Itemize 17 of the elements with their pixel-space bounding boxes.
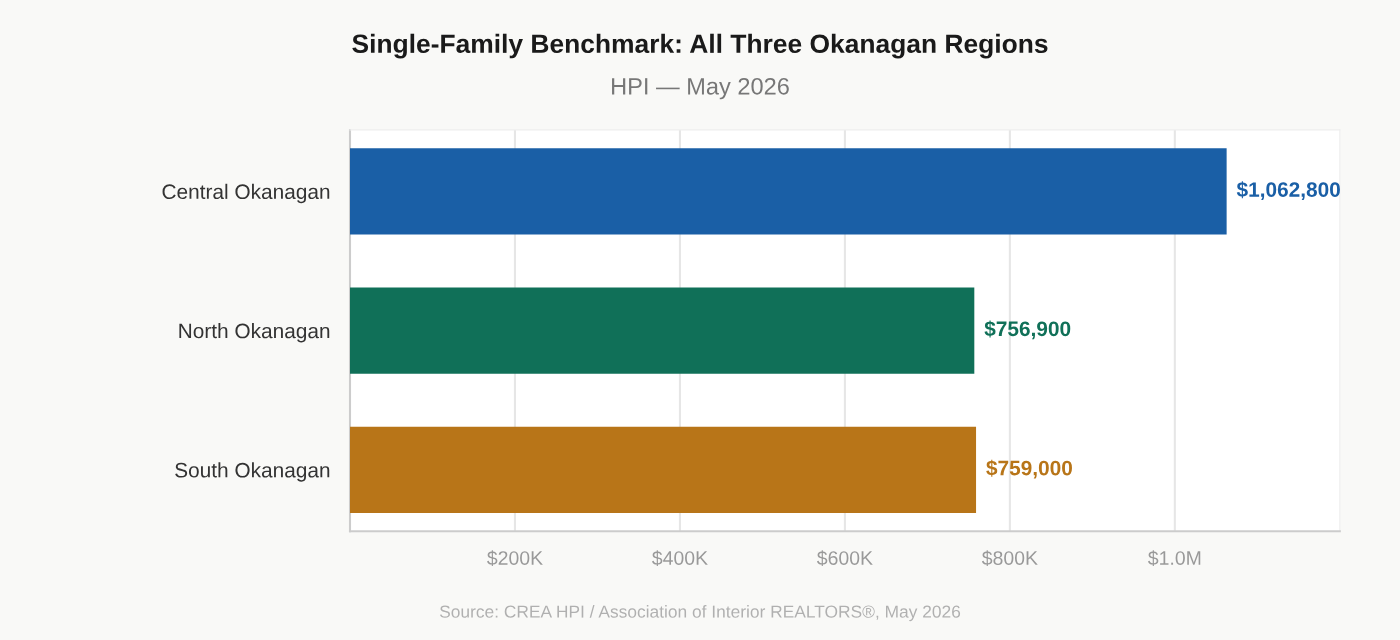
x-tick-label: $200K [487, 550, 543, 567]
x-tick-label: $1.0M [1148, 550, 1201, 567]
bar [350, 287, 975, 374]
data-label: $756,900 [984, 320, 1071, 340]
source-note: Source: CREA HPI / Association of Interior REALTORS®, May 2026 [439, 605, 961, 622]
chart-subtitle: HPI — May 2026 [612, 77, 789, 100]
x-tick-label: $600K [817, 550, 873, 567]
bar [350, 426, 977, 513]
y-tick-label: Central Okanagan [162, 183, 330, 204]
x-tick-label: $400K [652, 550, 708, 567]
y-tick-label: North Okanagan [179, 323, 330, 343]
data-label: $759,000 [986, 459, 1072, 479]
y-tick-label: South Okanagan [175, 462, 330, 482]
data-label: $1,062,800 [1236, 181, 1340, 200]
bar [350, 148, 1227, 235]
x-tick-label: $800K [981, 550, 1038, 567]
chart-title: Single-Family Benchmark: All Three Okanagan Regions [352, 33, 1048, 59]
